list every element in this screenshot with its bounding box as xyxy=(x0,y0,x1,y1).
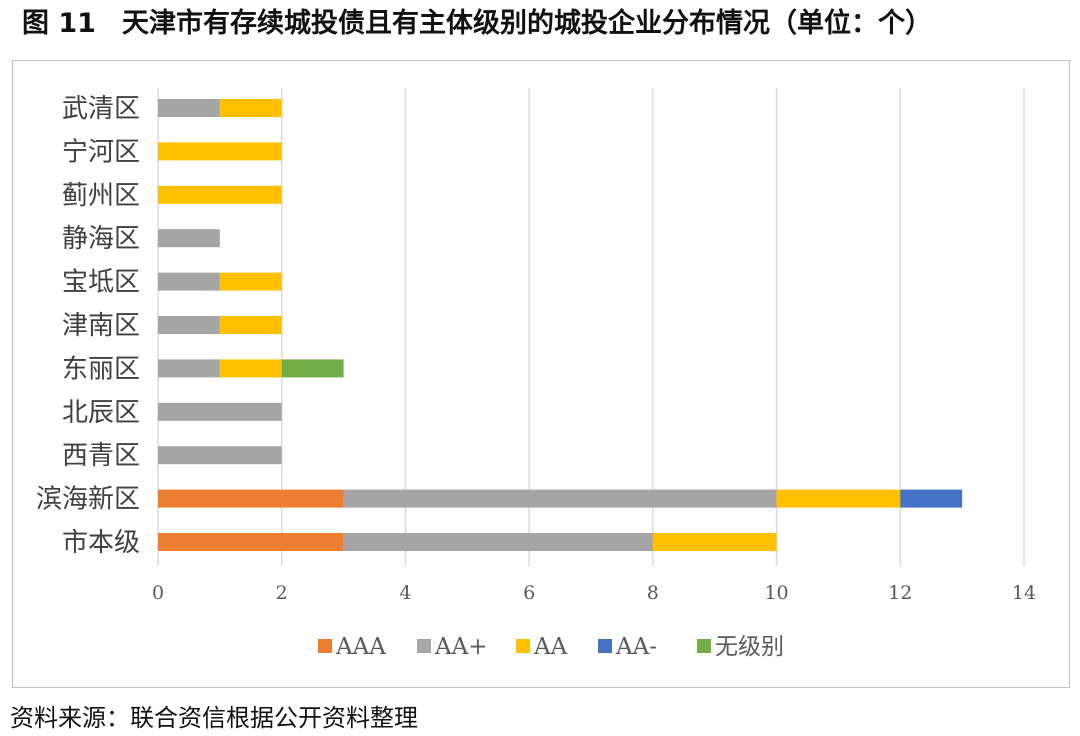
legend-label: AA- xyxy=(615,634,657,660)
x-tick-label: 4 xyxy=(399,582,411,604)
bar-无级别-东丽区 xyxy=(281,359,344,378)
legend-label: AA+ xyxy=(434,634,488,660)
bar-AA-津南区 xyxy=(219,316,282,334)
x-tick-label: 12 xyxy=(888,582,912,604)
bar-AA-武清区 xyxy=(219,99,282,117)
bar-AA+-东丽区 xyxy=(158,359,220,378)
bar-AA-宝坻区 xyxy=(219,272,282,291)
grid-layer xyxy=(157,88,1025,566)
category-label: 滨海新区 xyxy=(36,485,140,515)
category-label: 宁河区 xyxy=(62,137,140,167)
x-tick-label: 8 xyxy=(647,582,659,604)
bar-AA-滨海新区 xyxy=(776,489,901,508)
bar-AA-宁河区 xyxy=(158,142,282,161)
category-label: 宝坻区 xyxy=(62,268,140,298)
bar-AA-市本级 xyxy=(652,533,777,551)
category-label: 北辰区 xyxy=(62,398,140,428)
category-label: 静海区 xyxy=(62,224,140,254)
x-tick-label: 0 xyxy=(152,582,164,604)
x-tick-label: 6 xyxy=(523,582,535,604)
source-note: 资料来源：联合资信根据公开资料整理 xyxy=(10,704,418,732)
legend-swatch-AA- xyxy=(598,639,612,653)
bar-AA+-北辰区 xyxy=(158,402,282,421)
category-label: 武清区 xyxy=(62,94,140,124)
legend-swatch-AAA xyxy=(318,639,332,653)
legend-swatch-AA xyxy=(516,639,530,653)
bar-AA+-静海区 xyxy=(158,229,220,248)
label-layer: 0 2 4 6 8 10 12 14 市本级 滨海新区 西青区 北辰区 东丽区 津南区 宝坻区 静海区 蓟州区 宁… xyxy=(36,94,1036,604)
bar-AAA-滨海新区 xyxy=(158,489,344,508)
figure-title-text: 天津市有存续城投债且有主体级别的城投企业分布情况（单位：个） xyxy=(121,8,932,39)
bar-AA+-市本级 xyxy=(343,533,653,551)
bar-AA--滨海新区 xyxy=(900,489,963,508)
category-label: 西青区 xyxy=(62,441,140,471)
bar-AA-蓟州区 xyxy=(158,185,282,204)
bar-AA+-津南区 xyxy=(158,316,220,334)
bar-AA-东丽区 xyxy=(219,359,282,378)
category-label: 东丽区 xyxy=(62,354,140,384)
category-label: 蓟州区 xyxy=(62,181,140,211)
legend-swatch-AA+ xyxy=(417,639,431,653)
x-tick-label: 14 xyxy=(1012,582,1036,604)
bar-AA+-滨海新区 xyxy=(343,489,777,508)
x-tick-label: 2 xyxy=(276,582,288,604)
legend-label: 无级别 xyxy=(715,634,784,660)
legend: AAA AA+ AA AA- 无级别 xyxy=(318,634,784,660)
figure-title: 图 11 天津市有存续城投债且有主体级别的城投企业分布情况（单位：个） xyxy=(22,2,1072,46)
chart-frame xyxy=(12,60,1070,688)
bar-layer xyxy=(158,99,963,551)
legend-label: AAA xyxy=(335,634,386,660)
bar-AA+-武清区 xyxy=(158,99,220,117)
category-label: 市本级 xyxy=(62,528,140,558)
category-label: 津南区 xyxy=(62,311,140,341)
bar-AAA-市本级 xyxy=(158,533,344,551)
bar-AA+-宝坻区 xyxy=(158,272,220,291)
figure-label: 图 11 xyxy=(22,8,96,39)
legend-label: AA xyxy=(533,634,568,660)
legend-swatch-无级别 xyxy=(697,639,711,653)
bar-AA+-西青区 xyxy=(158,446,282,465)
x-tick-label: 10 xyxy=(764,582,788,604)
